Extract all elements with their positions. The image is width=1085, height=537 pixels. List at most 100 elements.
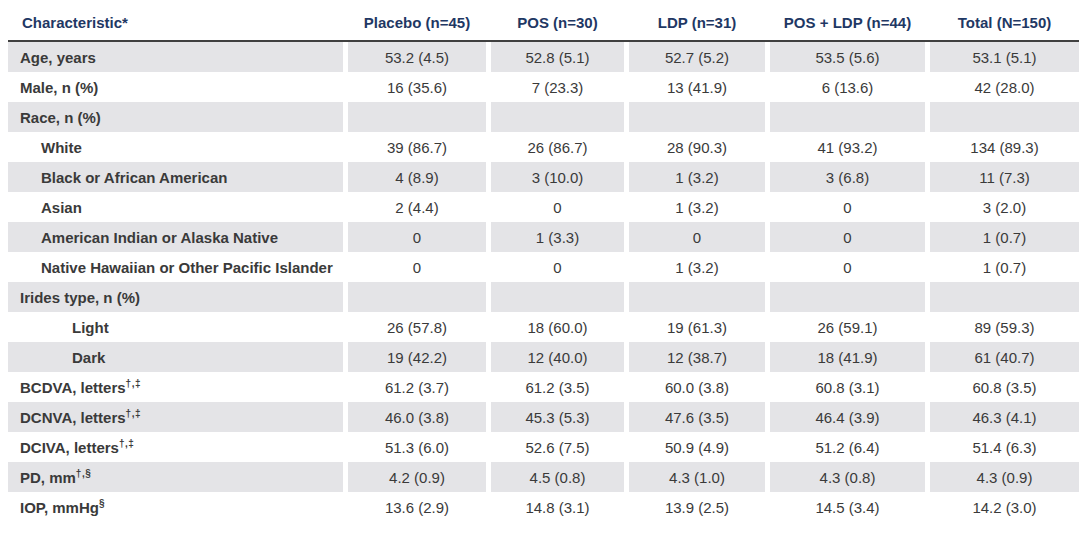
- cell-value: 0: [491, 252, 624, 282]
- cell-value: 50.9 (4.9): [629, 432, 765, 462]
- row-label-text: White: [41, 139, 82, 156]
- table-row: Male, n (%) 16 (35.6) 7 (23.3) 13 (41.9)…: [8, 72, 1079, 102]
- cell-value: 51.2 (6.4): [770, 432, 925, 462]
- table-row: Age, years 53.2 (4.5) 52.8 (5.1) 52.7 (5…: [8, 42, 1079, 72]
- cell-value: 53.2 (4.5): [348, 42, 486, 72]
- row-label-sup: †,‡: [119, 438, 134, 449]
- cell-value: 2 (4.4): [348, 192, 486, 222]
- cell-value: [770, 282, 925, 312]
- cell-value: 4.5 (0.8): [491, 462, 624, 492]
- cell-value: 53.1 (5.1): [930, 42, 1079, 72]
- row-label: American Indian or Alaska Native: [8, 222, 343, 252]
- cell-value: [770, 102, 925, 132]
- column-header-characteristic: Characteristic*: [8, 4, 343, 40]
- row-label-text: Black or African American: [41, 169, 227, 186]
- table-row: American Indian or Alaska Native 0 1 (3.…: [8, 222, 1079, 252]
- column-header-total: Total (N=150): [930, 4, 1079, 40]
- cell-value: [629, 282, 765, 312]
- cell-value: 16 (35.6): [348, 72, 486, 102]
- cell-value: 53.5 (5.6): [770, 42, 925, 72]
- cell-value: 47.6 (3.5): [629, 402, 765, 432]
- row-label: Dark: [8, 342, 343, 372]
- row-label: Male, n (%): [8, 72, 343, 102]
- cell-value: 39 (86.7): [348, 132, 486, 162]
- cell-value: 0: [770, 252, 925, 282]
- row-label-text: DCIVA, letters: [20, 439, 119, 456]
- cell-value: 42 (28.0): [930, 72, 1079, 102]
- row-label-sup: †,‡: [126, 378, 141, 389]
- row-label-text: IOP, mmHg: [20, 499, 99, 516]
- row-label-text: Native Hawaiian or Other Pacific Islande…: [41, 259, 333, 276]
- cell-value: [348, 102, 486, 132]
- cell-value: [348, 282, 486, 312]
- cell-value: 12 (38.7): [629, 342, 765, 372]
- row-label-text: Dark: [72, 349, 105, 366]
- cell-value: [491, 282, 624, 312]
- table-row: Light 26 (57.8) 18 (60.0) 19 (61.3) 26 (…: [8, 312, 1079, 342]
- table-row: PD, mm†,§ 4.2 (0.9) 4.5 (0.8) 4.3 (1.0) …: [8, 462, 1079, 492]
- cell-value: 3 (6.8): [770, 162, 925, 192]
- row-label: BCDVA, letters†,‡: [8, 372, 343, 402]
- cell-value: 6 (13.6): [770, 72, 925, 102]
- table-row: Asian 2 (4.4) 0 1 (3.2) 0 3 (2.0): [8, 192, 1079, 222]
- cell-value: 0: [348, 252, 486, 282]
- table-row: IOP, mmHg§ 13.6 (2.9) 14.8 (3.1) 13.9 (2…: [8, 492, 1079, 522]
- cell-value: 4 (8.9): [348, 162, 486, 192]
- cell-value: 1 (3.2): [629, 192, 765, 222]
- cell-value: 14.5 (3.4): [770, 492, 925, 522]
- cell-value: 46.3 (4.1): [930, 402, 1079, 432]
- cell-value: 4.3 (1.0): [629, 462, 765, 492]
- cell-value: 13 (41.9): [629, 72, 765, 102]
- row-label: DCIVA, letters†,‡: [8, 432, 343, 462]
- row-label: Light: [8, 312, 343, 342]
- row-label-text: Irides type, n (%): [20, 289, 140, 306]
- cell-value: 1 (3.2): [629, 162, 765, 192]
- cell-value: 18 (41.9): [770, 342, 925, 372]
- cell-value: 52.7 (5.2): [629, 42, 765, 72]
- cell-value: 45.3 (5.3): [491, 402, 624, 432]
- row-label-sup: †,‡: [126, 408, 141, 419]
- row-label-sup: §: [99, 498, 105, 509]
- cell-value: 26 (86.7): [491, 132, 624, 162]
- row-label: IOP, mmHg§: [8, 492, 343, 522]
- column-header-pos: POS (n=30): [491, 4, 624, 40]
- header-row: Characteristic* Placebo (n=45) POS (n=30…: [8, 4, 1079, 40]
- row-label-text: Male, n (%): [20, 79, 98, 96]
- row-label-text: DCNVA, letters: [20, 409, 126, 426]
- row-label-sup: †,§: [76, 468, 91, 479]
- row-label: Irides type, n (%): [8, 282, 343, 312]
- cell-value: 26 (57.8): [348, 312, 486, 342]
- cell-value: 61.2 (3.5): [491, 372, 624, 402]
- cell-value: 60.8 (3.1): [770, 372, 925, 402]
- cell-value: 26 (59.1): [770, 312, 925, 342]
- cell-value: 51.3 (6.0): [348, 432, 486, 462]
- cell-value: [930, 102, 1079, 132]
- table-row: Native Hawaiian or Other Pacific Islande…: [8, 252, 1079, 282]
- cell-value: 11 (7.3): [930, 162, 1079, 192]
- table-header: Characteristic* Placebo (n=45) POS (n=30…: [8, 4, 1079, 42]
- cell-value: 4.3 (0.9): [930, 462, 1079, 492]
- cell-value: 7 (23.3): [491, 72, 624, 102]
- cell-value: 4.2 (0.9): [348, 462, 486, 492]
- column-header-ldp: LDP (n=31): [629, 4, 765, 40]
- cell-value: 46.4 (3.9): [770, 402, 925, 432]
- cell-value: 1 (0.7): [930, 252, 1079, 282]
- row-label: Native Hawaiian or Other Pacific Islande…: [8, 252, 343, 282]
- row-label-text: Asian: [41, 199, 82, 216]
- row-label: Age, years: [8, 42, 343, 72]
- table-row: Race, n (%): [8, 102, 1079, 132]
- row-label: Asian: [8, 192, 343, 222]
- row-label: PD, mm†,§: [8, 462, 343, 492]
- cell-value: 0: [348, 222, 486, 252]
- column-header-pos-ldp: POS + LDP (n=44): [770, 4, 925, 40]
- cell-value: 134 (89.3): [930, 132, 1079, 162]
- row-label-text: American Indian or Alaska Native: [41, 229, 278, 246]
- cell-value: 1 (3.2): [629, 252, 765, 282]
- table-row: BCDVA, letters†,‡ 61.2 (3.7) 61.2 (3.5) …: [8, 372, 1079, 402]
- cell-value: 0: [629, 222, 765, 252]
- cell-value: 60.8 (3.5): [930, 372, 1079, 402]
- cell-value: 19 (61.3): [629, 312, 765, 342]
- cell-value: [491, 102, 624, 132]
- baseline-characteristics-table: Characteristic* Placebo (n=45) POS (n=30…: [3, 4, 1084, 522]
- cell-value: 4.3 (0.8): [770, 462, 925, 492]
